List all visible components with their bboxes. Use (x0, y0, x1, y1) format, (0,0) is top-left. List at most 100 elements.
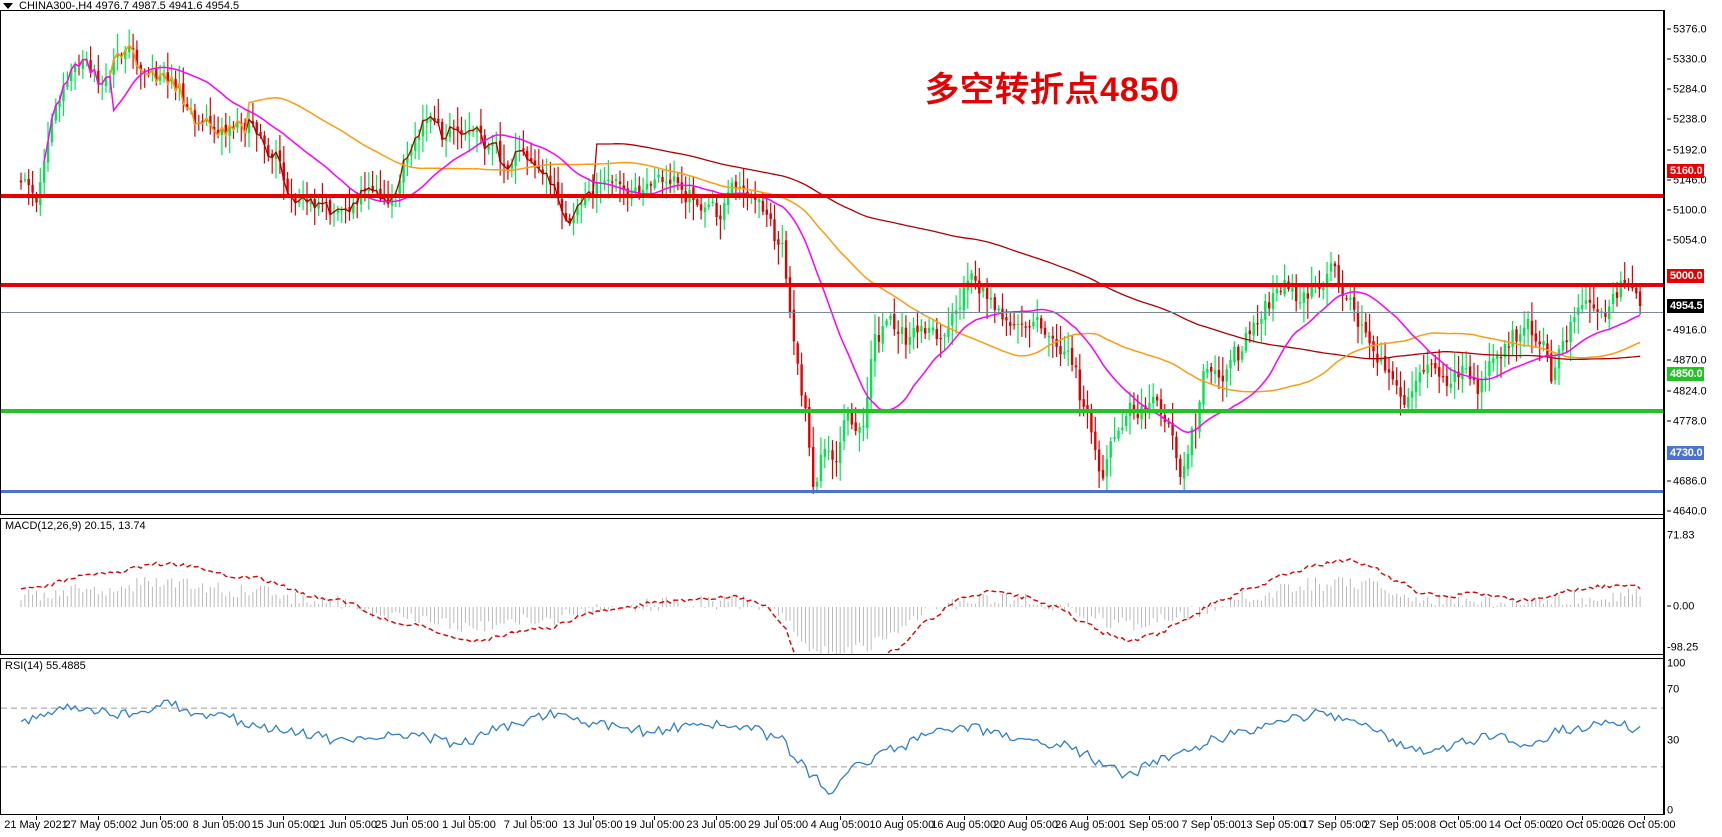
rsi-plot-area[interactable] (1, 659, 1663, 814)
time-label: 25 Jun 05:00 (375, 819, 439, 831)
time-tick (1520, 816, 1522, 820)
level-line-5000 (1, 283, 1663, 287)
price-tick: 4824.0 (1667, 386, 1707, 397)
chart-annotation: 多空转折点4850 (925, 71, 1180, 109)
price-tag-support: 4730.0 (1667, 446, 1705, 461)
time-tick (1211, 816, 1213, 820)
time-tick (1644, 816, 1645, 820)
time-label: 20 Oct 05:00 (1550, 819, 1614, 831)
price-tick: 4778.0 (1667, 416, 1707, 427)
level-line-4850 (1, 409, 1663, 413)
time-tick (716, 816, 718, 820)
macd-series-svg (20, 558, 1641, 654)
time-tick (1582, 816, 1584, 820)
time-label: 1 Sep 05:00 (1119, 819, 1179, 831)
time-tick (963, 816, 965, 820)
time-label: 1 Jul 05:00 (442, 819, 496, 831)
time-tick (283, 816, 285, 820)
time-label: 17 Sep 05:00 (1302, 819, 1368, 831)
time-label: 23 Jul 05:00 (686, 819, 747, 831)
time-label: 8 Jun 05:00 (192, 819, 251, 831)
time-tick (840, 816, 841, 820)
time-tick (1025, 816, 1027, 820)
time-tick (530, 816, 532, 820)
time-tick (592, 816, 594, 820)
time-label: 13 Jul 05:00 (562, 819, 623, 831)
time-tick (1396, 816, 1398, 820)
time-label: 7 Jul 05:00 (503, 819, 558, 831)
rsi-series-svg (1, 699, 1663, 795)
time-label: 21 May 2021 (4, 819, 68, 831)
level-line-5160 (1, 194, 1663, 198)
time-label: 8 Oct 05:00 (1430, 819, 1487, 831)
price-tag-resistance: 5000.0 (1667, 269, 1705, 284)
time-axis[interactable]: 21 May 2021 27 May 05:00 2 Jun 05:00 8 Jun … (0, 816, 1676, 837)
time-tick (159, 816, 161, 820)
time-label: 19 Jul 05:00 (624, 819, 685, 831)
macd-title: MACD(12,26,9) 20.15, 13.74 (5, 520, 149, 532)
time-label: 21 Jun 05:00 (313, 819, 378, 831)
macd-tick: -98.25 (1667, 641, 1699, 654)
symbol-readout: CHINA300-,H4 4976.7 4987.5 4941.6 4954.5 (19, 0, 240, 12)
price-tick: 5146.0 (1667, 175, 1707, 186)
time-tick (901, 816, 903, 820)
rsi-line (20, 699, 1641, 795)
time-label: 2 Jun 05:00 (130, 819, 189, 831)
time-label: 15 Jun 05:00 (251, 819, 316, 831)
rsi-tick: 70 (1667, 683, 1680, 696)
time-tick (221, 816, 223, 820)
time-label: 7 Sep 05:00 (1181, 819, 1241, 831)
price-tick: 5192.0 (1667, 145, 1707, 156)
time-label: 27 May 05:00 (64, 819, 132, 831)
time-tick (407, 816, 409, 820)
time-tick (654, 816, 656, 820)
time-label: 14 Oct 05:00 (1488, 819, 1552, 831)
rsi-tick: 0 (1667, 804, 1674, 817)
macd-panel[interactable]: MACD(12,26,9) 20.15, 13.74 (0, 518, 1663, 655)
time-tick (1149, 816, 1151, 820)
price-tag-resistance: 5160.0 (1667, 164, 1705, 179)
triangle-down-icon[interactable] (3, 3, 13, 9)
price-scale[interactable]: 5376.0 5330.0 5284.0 5238.0 5192.0 5146.0 5100… (1667, 0, 1722, 837)
time-tick (1458, 816, 1460, 820)
time-tick (97, 816, 99, 820)
macd-plot-area[interactable] (1, 519, 1663, 654)
time-tick (468, 816, 470, 820)
rsi-tick: 30 (1667, 734, 1680, 747)
price-panel[interactable] (0, 10, 1663, 515)
price-tick: 4640.0 (1667, 506, 1707, 518)
chart-header[interactable]: CHINA300-,H4 4976.7 4987.5 4941.6 4954.5 (3, 0, 239, 12)
macd-tick: 71.83 (1667, 529, 1695, 542)
price-tag-pivot: 4850.0 (1667, 367, 1705, 382)
price-tick: 5330.0 (1667, 54, 1707, 66)
price-series-svg (19, 29, 1642, 494)
price-tag-current-price: 4954.5 (1667, 299, 1705, 314)
time-label: 27 Sep 05:00 (1363, 819, 1430, 831)
time-label: 4 Aug 05:00 (810, 819, 870, 831)
price-tick: 5284.0 (1667, 84, 1707, 96)
price-tick: 5054.0 (1667, 235, 1707, 246)
axis-spine-vertical (1663, 10, 1665, 815)
time-label: 20 Aug 05:00 (993, 819, 1058, 831)
time-label: 10 Aug 05:00 (869, 819, 935, 831)
time-tick (1334, 816, 1336, 820)
macd-tick: 0.00 (1667, 601, 1694, 613)
time-tick (36, 816, 37, 820)
price-tick: 4686.0 (1667, 476, 1707, 487)
time-tick (778, 816, 780, 820)
rsi-tick: 100 (1667, 657, 1686, 670)
rsi-panel[interactable]: RSI(14) 55.4885 (0, 658, 1663, 815)
price-tick: 5238.0 (1667, 114, 1707, 126)
time-label: 29 Jul 05:00 (748, 819, 809, 831)
time-label: 26 Aug 05:00 (1054, 819, 1120, 831)
time-label: 13 Sep 05:00 (1240, 819, 1306, 831)
time-tick (345, 816, 347, 820)
time-label: 16 Aug 05:00 (931, 819, 997, 831)
rsi-title: RSI(14) 55.4885 (5, 660, 89, 672)
level-line-4730 (1, 490, 1663, 493)
price-tick: 5376.0 (1667, 24, 1707, 36)
level-line-current-4954 (1, 312, 1663, 313)
price-plot-area[interactable] (1, 11, 1663, 514)
time-label: 26 Oct 05:00 (1612, 819, 1676, 831)
price-tick: 4916.0 (1667, 325, 1707, 337)
